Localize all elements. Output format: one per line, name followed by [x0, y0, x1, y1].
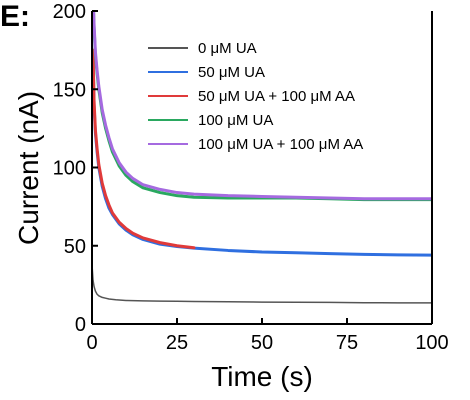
y-axis-title: Current (nA) — [13, 91, 44, 245]
legend-label-4: 100 μM UA — [198, 112, 273, 129]
x-tick-label: 75 — [336, 332, 358, 354]
legend-label-1: 0 μM UA — [198, 40, 257, 57]
series-layer — [92, 11, 432, 304]
series-line-2 — [92, 53, 432, 257]
x-axis-title: Time (s) — [211, 361, 313, 392]
series-line-1 — [92, 263, 432, 304]
legend-label-3: 50 μM UA + 100 μM AA — [198, 88, 355, 105]
x-tick-label: 100 — [415, 332, 448, 354]
legend-label-2: 50 μM UA — [198, 64, 265, 81]
legend-label-5: 100 μM UA + 100 μM AA — [198, 136, 363, 153]
y-tick-label: 150 — [53, 79, 86, 101]
series-line-5 — [92, 11, 432, 201]
series-line-3 — [92, 48, 196, 250]
x-tick-label: 25 — [166, 332, 188, 354]
y-tick-label: 100 — [53, 158, 86, 180]
y-tick-label: 50 — [64, 236, 86, 258]
legend: 0 μM UA 50 μM UA 50 μM UA + 100 μM AA 100 μ… — [148, 40, 363, 153]
axes: 0 25 50 75 100 0 50 100 150 200 — [53, 1, 449, 354]
y-tick-label: 0 — [75, 314, 86, 336]
panel-label: E: — [0, 0, 30, 33]
x-tick-label: 50 — [251, 332, 273, 354]
x-tick-label: 0 — [86, 332, 97, 354]
y-tick-label: 200 — [53, 1, 86, 23]
